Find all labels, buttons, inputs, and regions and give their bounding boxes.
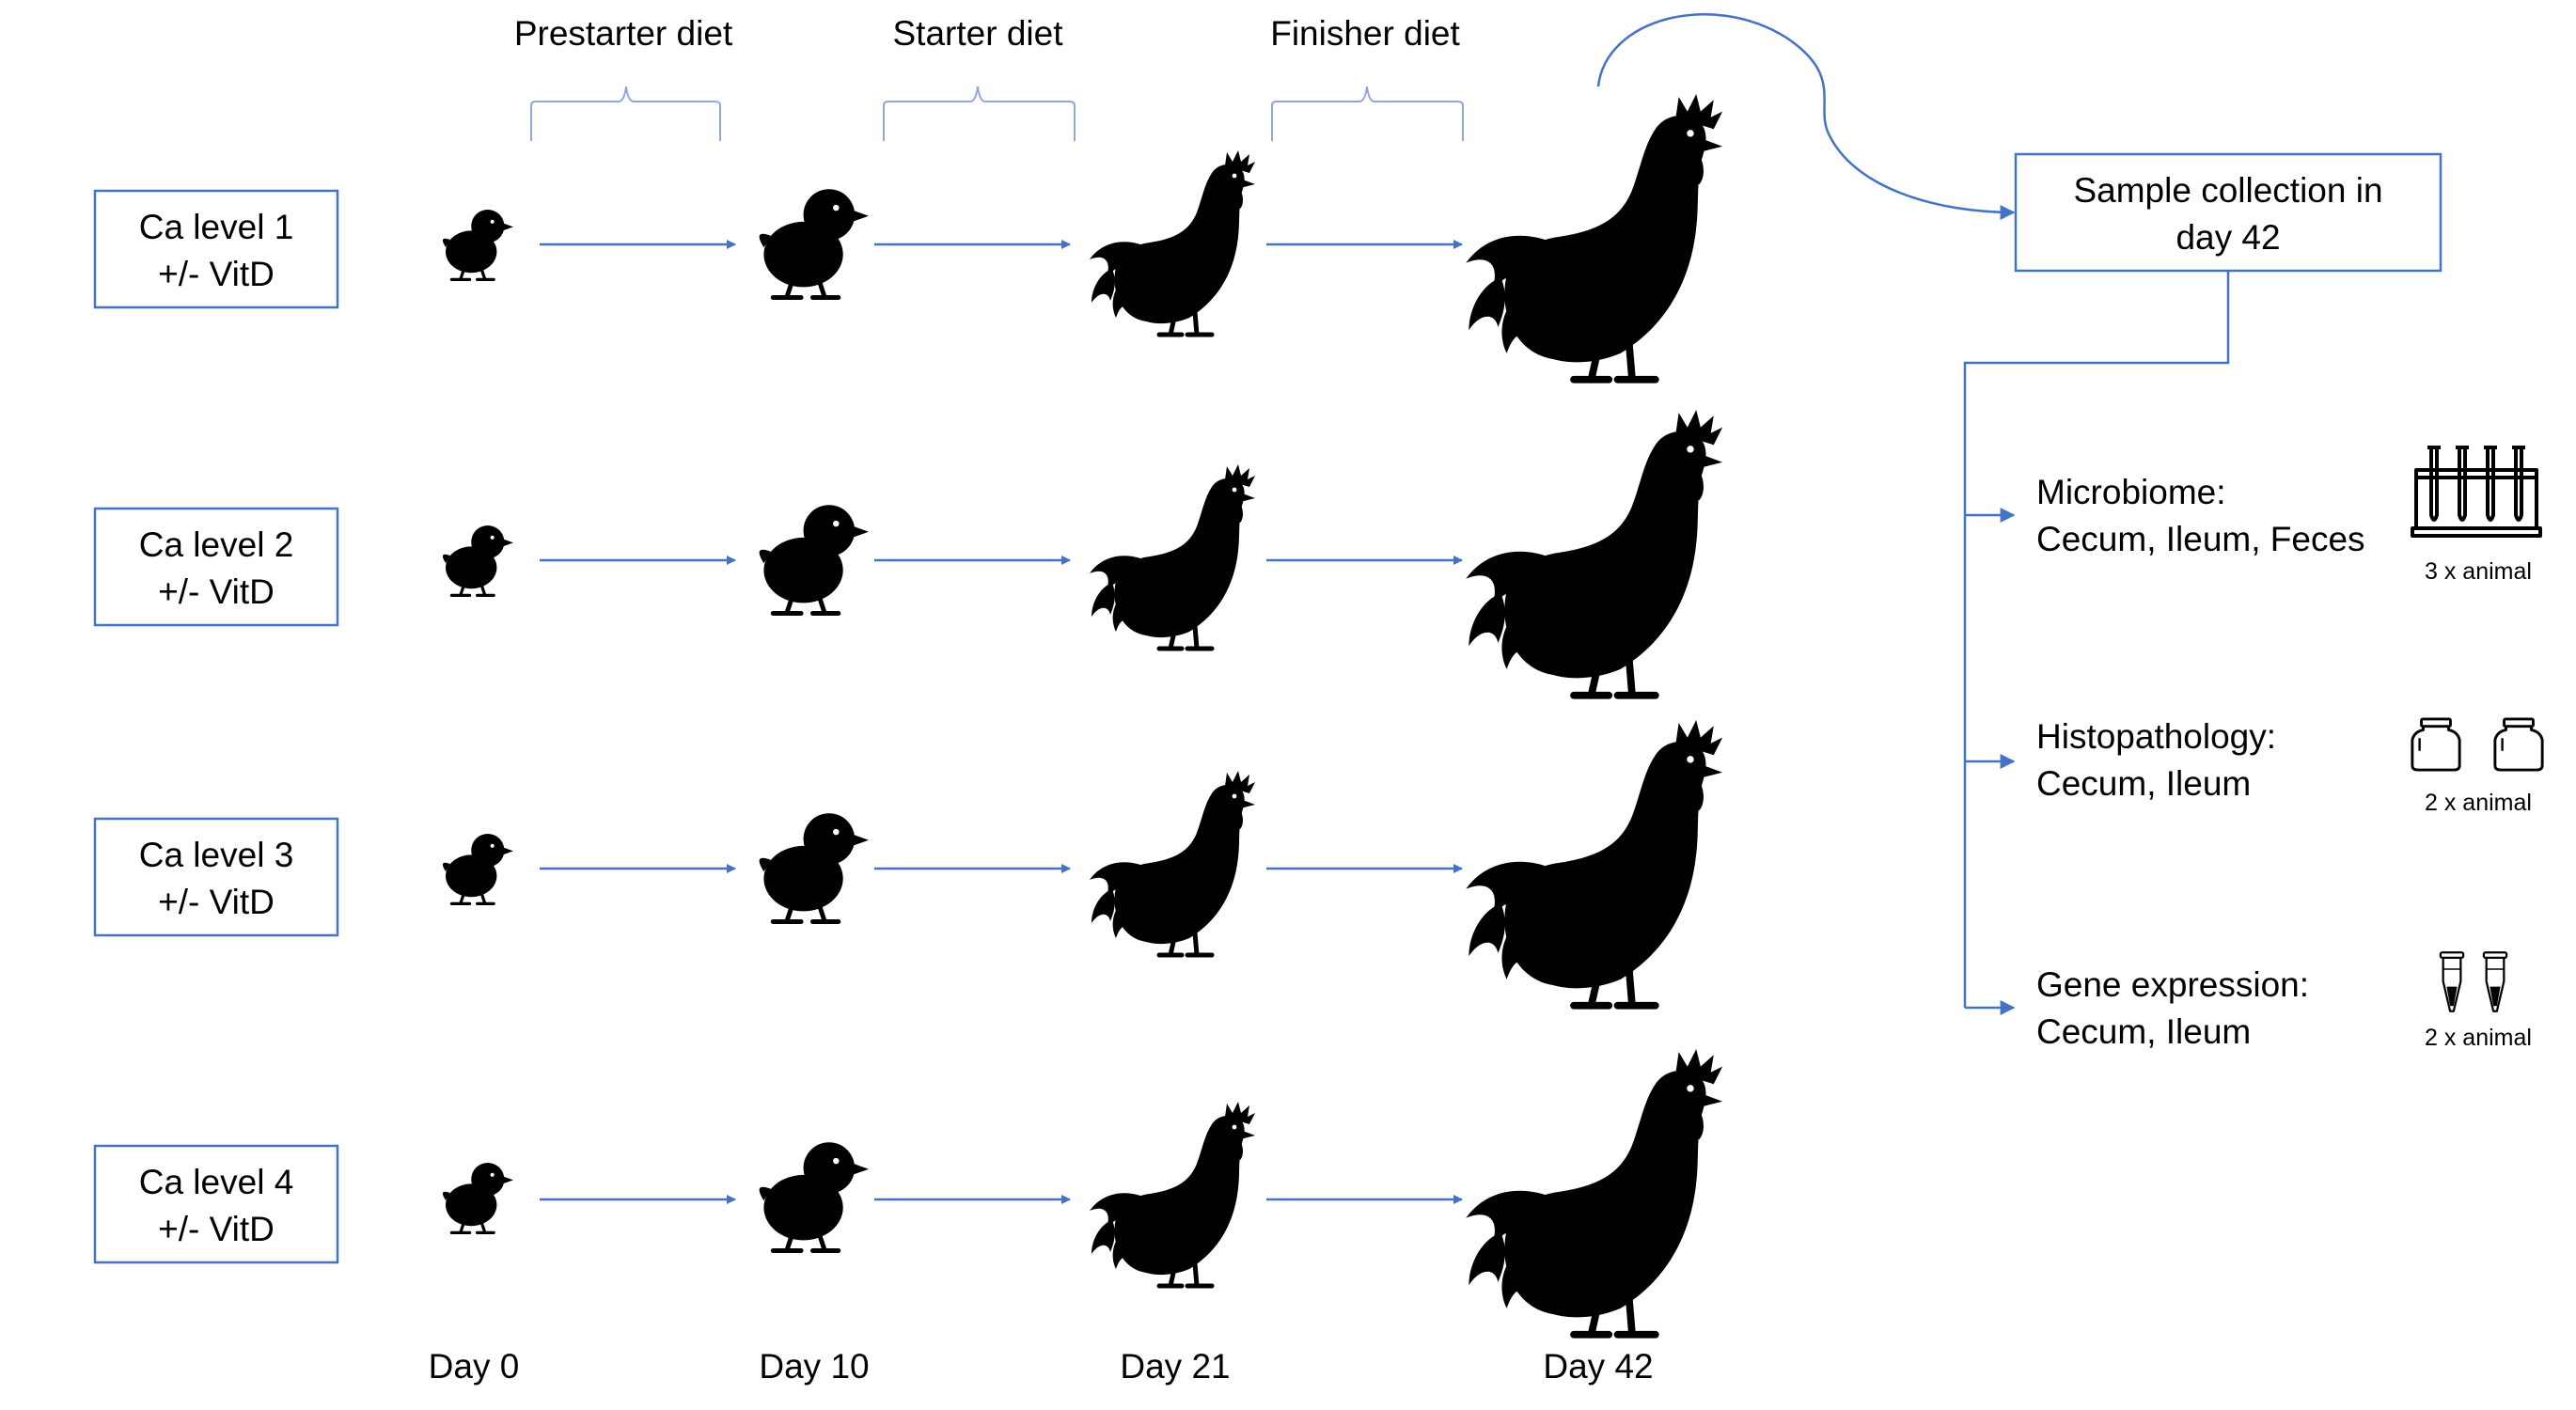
diet-phase-labels: Prestarter diet Starter diet Finisher di… <box>514 14 1461 53</box>
hen-icon <box>1090 464 1255 649</box>
sample-count: 2 x animal <box>2425 1025 2532 1051</box>
microtube-icon <box>2482 951 2508 1012</box>
day-label: Day 10 <box>759 1347 869 1386</box>
chick-icon <box>441 832 513 906</box>
day-label: Day 21 <box>1120 1347 1230 1386</box>
chick-large-icon <box>760 189 869 297</box>
microtube-icon <box>2439 951 2465 1012</box>
diet-label: Starter diet <box>893 14 1064 53</box>
analysis-title: Histopathology: <box>2036 717 2276 756</box>
group-sublabel: +/- VitD <box>158 883 275 921</box>
group-sublabel: +/- VitD <box>158 1210 275 1248</box>
group-box <box>93 189 339 309</box>
diet-bracket <box>883 86 1076 141</box>
day-label: Day 0 <box>429 1347 520 1386</box>
specimen-jar-icon <box>2493 717 2544 772</box>
analysis-title: Microbiome: <box>2036 473 2226 511</box>
rooster-icon <box>1466 1049 1722 1335</box>
sample-collection: Sample collection in day 42 <box>2014 152 2442 273</box>
diet-bracket <box>1271 86 1464 141</box>
connector <box>1963 271 2230 1008</box>
sample-collection-label: Sample collection in <box>2073 171 2382 210</box>
group-row: Ca level 1 +/- VitD <box>93 94 1722 380</box>
chick-icon <box>441 1161 513 1235</box>
analysis-gene-expression: Gene expression: Cecum, Ileum 2 x animal <box>2036 951 2532 1051</box>
curved-arrow <box>1596 13 2016 220</box>
chick-large-icon <box>760 505 869 613</box>
hen-icon <box>1090 771 1255 955</box>
branch-connectors <box>1963 271 2230 1015</box>
hen-icon <box>1090 1102 1255 1286</box>
chick-icon <box>441 208 513 282</box>
group-row: Ca level 3 +/- VitD <box>93 720 1722 1006</box>
analysis-tissues: Cecum, Ileum, Feces <box>2036 520 2365 558</box>
rooster-icon <box>1466 720 1722 1006</box>
sample-count: 3 x animal <box>2425 558 2532 585</box>
chick-large-icon <box>760 1142 869 1250</box>
sample-collection-box <box>2014 152 2442 273</box>
day-labels: Day 0 Day 10 Day 21 Day 42 <box>429 1347 1654 1386</box>
group-sublabel: +/- VitD <box>158 572 275 611</box>
rooster-icon <box>1466 94 1722 380</box>
group-box <box>93 1144 339 1264</box>
sample-collection-sublabel: day 42 <box>2175 218 2280 257</box>
analysis-tissues: Cecum, Ileum <box>2036 764 2251 803</box>
test-tube-rack-icon <box>2412 447 2540 536</box>
rooster-icon <box>1466 410 1722 696</box>
group-row: Ca level 4 +/- VitD <box>93 1049 1722 1335</box>
chick-icon <box>441 524 513 598</box>
group-label: Ca level 2 <box>139 525 294 564</box>
specimen-jar-icon <box>2411 717 2461 772</box>
sample-count: 2 x animal <box>2425 790 2532 816</box>
analysis-microbiome: Microbiome: Cecum, Ileum, Feces 3 x anim… <box>2036 447 2540 585</box>
diet-brackets <box>530 86 1464 141</box>
diet-bracket <box>530 86 721 141</box>
group-box <box>93 817 339 937</box>
group-label: Ca level 3 <box>139 836 294 874</box>
chick-large-icon <box>760 813 869 921</box>
day-label: Day 42 <box>1543 1347 1653 1386</box>
group-row: Ca level 2 +/- VitD <box>93 410 1722 696</box>
analysis-title: Gene expression: <box>2036 965 2309 1004</box>
group-box <box>93 507 339 627</box>
diet-label: Finisher diet <box>1270 14 1460 53</box>
group-sublabel: +/- VitD <box>158 255 275 293</box>
group-label: Ca level 1 <box>139 208 294 246</box>
analysis-tissues: Cecum, Ileum <box>2036 1012 2251 1051</box>
hen-icon <box>1090 150 1255 335</box>
group-label: Ca level 4 <box>139 1163 294 1201</box>
analysis-histopathology: Histopathology: Cecum, Ileum 2 x animal <box>2036 717 2544 816</box>
diet-label: Prestarter diet <box>514 14 733 53</box>
